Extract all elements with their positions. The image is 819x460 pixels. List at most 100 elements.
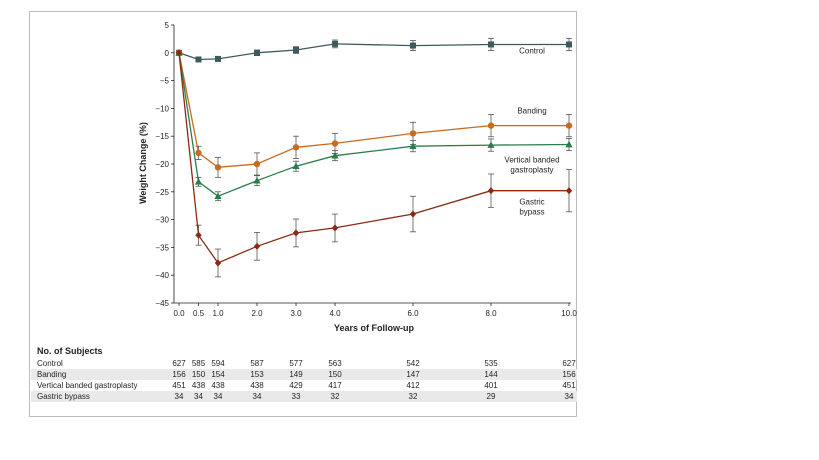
data-point: [254, 49, 260, 56]
series-line: [178, 43, 569, 61]
table-cell: 34: [564, 392, 574, 401]
data-point: [565, 122, 573, 129]
table-cell: 577: [289, 359, 303, 368]
row-label: Control: [37, 359, 63, 368]
table-cell: 144: [484, 370, 498, 379]
data-point: [566, 41, 572, 48]
series-control: Control: [176, 37, 572, 63]
data-point: [331, 140, 339, 147]
data-point: [487, 122, 495, 129]
table-cell: 535: [484, 359, 498, 368]
table-cell: 34: [213, 392, 223, 401]
y-tick-label: −30: [155, 216, 169, 225]
table-cell: 153: [250, 370, 264, 379]
series-label: Banding: [517, 107, 546, 116]
data-point: [195, 149, 202, 157]
row-label: Banding: [37, 370, 67, 379]
y-tick-label: −15: [155, 132, 169, 141]
y-tick-label: −35: [155, 243, 169, 252]
data-point: [253, 242, 261, 250]
x-tick-label: 4.0: [329, 309, 341, 318]
table-cell: 587: [250, 359, 264, 368]
series-label: gastroplasty: [510, 166, 553, 175]
data-point: [292, 144, 300, 151]
subjects-table-title: No. of Subjects: [37, 346, 103, 356]
axes: 5 0 −5 −10 −15 −20 −25 −30 −35 −40 −45 0.0 0.5 1.0 2.0…: [155, 21, 577, 318]
table-cell: 32: [330, 392, 340, 401]
data-point: [253, 160, 261, 168]
table-cell: 627: [172, 359, 186, 368]
y-tick-label: −5: [160, 77, 170, 86]
table-cell: 401: [484, 381, 498, 390]
data-point: [292, 229, 300, 237]
table-cell: 150: [191, 370, 206, 379]
data-point: [331, 151, 339, 159]
y-tick-label: 5: [165, 21, 170, 30]
x-tick-label: 10.0: [561, 309, 577, 318]
data-point: [175, 49, 183, 57]
x-tick-label: 2.0: [251, 309, 263, 318]
data-point: [195, 231, 202, 239]
data-point: [215, 55, 221, 62]
x-tick-label: 3.0: [290, 309, 302, 318]
table-cell: 438: [250, 381, 264, 390]
data-point: [194, 177, 203, 185]
table-cell: 34: [194, 392, 203, 401]
y-tick-label: −10: [155, 104, 169, 113]
data-point: [488, 41, 494, 48]
x-tick-label: 1.0: [212, 309, 224, 318]
table-cell: 451: [172, 381, 186, 390]
table-cell: 438: [191, 381, 206, 390]
table-cell: 34: [252, 392, 262, 401]
x-tick-label: 0.0: [173, 309, 185, 318]
row-label: Vertical banded gastroplasty: [37, 381, 138, 390]
y-tick-label: −25: [155, 188, 169, 197]
data-point: [409, 130, 417, 137]
data-point: [487, 187, 495, 195]
table-cell: 29: [486, 392, 496, 401]
table-cell: 156: [172, 370, 186, 379]
table-cell: 33: [291, 392, 301, 401]
series-line: [178, 52, 569, 168]
table-cell: 585: [191, 359, 206, 368]
data-point: [409, 210, 417, 218]
series-label: Control: [519, 46, 545, 55]
table-cell: 563: [328, 359, 342, 368]
table-cell: 417: [328, 381, 342, 390]
x-tick-label: 8.0: [485, 309, 497, 318]
data-point: [214, 259, 222, 267]
table-cell: 147: [406, 370, 420, 379]
data-point: [293, 47, 299, 54]
series-label: bypass: [519, 208, 544, 217]
y-tick-label: −40: [155, 271, 169, 280]
data-point: [565, 187, 573, 195]
table-row-gastric-bypass: Gastric bypass 34 34 34 34 33 32 32 29 34: [31, 391, 577, 402]
series-line: [178, 52, 570, 197]
x-tick-label: 6.0: [407, 309, 419, 318]
table-cell: 412: [406, 381, 420, 390]
table-row-control: Control 627 585 594 587 577 563 542 535 627: [31, 358, 577, 369]
series-label: Vertical banded: [504, 156, 559, 165]
table-cell: 438: [211, 381, 225, 390]
table-cell: 542: [406, 359, 420, 368]
table-cell: 451: [562, 381, 576, 390]
data-point: [410, 42, 416, 49]
y-tick-label: −20: [155, 160, 169, 169]
table-row-banding: Banding 156 150 154 153 149 150 147 144 156: [31, 369, 577, 380]
table-cell: 429: [289, 381, 303, 390]
data-point: [409, 142, 417, 150]
table-cell: 32: [408, 392, 418, 401]
row-label: Gastric bypass: [37, 392, 90, 401]
y-axis-label: Weight Change (%): [138, 122, 148, 204]
table-cell: 149: [289, 370, 303, 379]
table-cell: 594: [211, 359, 225, 368]
table-row-vertical-banded-gastroplasty: Vertical banded gastroplasty 451 438 438 43…: [31, 380, 577, 391]
y-tick-label: 0: [165, 49, 170, 58]
data-point: [487, 141, 495, 148]
data-point: [331, 224, 339, 232]
data-point: [565, 140, 573, 148]
